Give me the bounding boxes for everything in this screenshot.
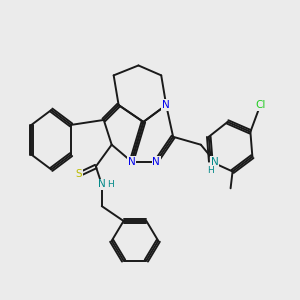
Text: H: H <box>107 180 113 189</box>
Text: Cl: Cl <box>255 100 266 110</box>
Text: S: S <box>76 169 82 179</box>
Text: N: N <box>98 179 106 189</box>
Text: N: N <box>162 100 170 110</box>
Text: N: N <box>128 157 135 166</box>
Text: N: N <box>211 157 219 166</box>
Text: H: H <box>207 166 214 175</box>
Text: N: N <box>152 157 160 166</box>
